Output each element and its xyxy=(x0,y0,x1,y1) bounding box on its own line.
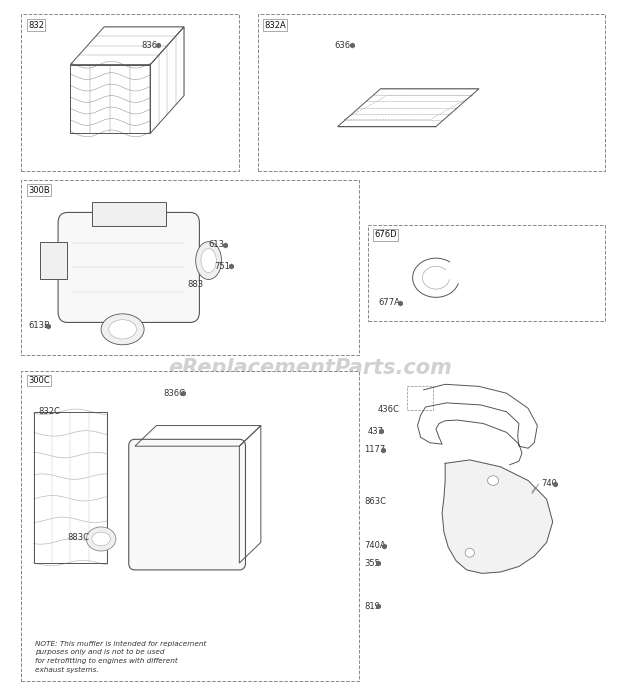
Text: 740: 740 xyxy=(541,480,557,489)
Bar xyxy=(258,15,605,171)
Ellipse shape xyxy=(196,242,221,279)
Ellipse shape xyxy=(101,314,144,345)
Polygon shape xyxy=(442,460,552,573)
Text: 437: 437 xyxy=(368,427,384,436)
Bar xyxy=(33,412,107,563)
Text: 677A: 677A xyxy=(379,298,401,307)
Text: 836: 836 xyxy=(141,41,157,50)
Bar xyxy=(21,371,359,681)
Text: 832: 832 xyxy=(28,21,44,30)
FancyBboxPatch shape xyxy=(129,439,246,570)
Text: eReplacementParts.com: eReplacementParts.com xyxy=(168,358,452,378)
Text: 883C: 883C xyxy=(68,533,89,542)
Bar xyxy=(40,242,68,279)
Text: 676D: 676D xyxy=(374,230,397,239)
Text: 832A: 832A xyxy=(264,21,286,30)
Text: 300B: 300B xyxy=(28,186,50,195)
Text: 836C: 836C xyxy=(164,389,186,398)
Text: 436C: 436C xyxy=(378,405,399,414)
Text: 355: 355 xyxy=(364,559,380,568)
Ellipse shape xyxy=(465,548,474,557)
FancyBboxPatch shape xyxy=(58,213,200,322)
Text: 740A: 740A xyxy=(364,541,386,550)
Text: 751: 751 xyxy=(215,261,231,270)
Text: 613: 613 xyxy=(208,240,224,249)
Text: 636: 636 xyxy=(335,41,351,50)
Bar xyxy=(368,225,605,321)
Ellipse shape xyxy=(92,532,110,546)
Text: 819: 819 xyxy=(364,602,380,611)
Text: 832C: 832C xyxy=(38,407,60,416)
Ellipse shape xyxy=(86,527,116,551)
Text: 300C: 300C xyxy=(28,376,50,385)
Text: 613B: 613B xyxy=(29,322,50,331)
Ellipse shape xyxy=(53,250,69,278)
Text: 863C: 863C xyxy=(364,497,386,506)
Bar xyxy=(21,180,359,356)
Bar xyxy=(21,15,239,171)
Ellipse shape xyxy=(201,249,216,272)
Text: 883: 883 xyxy=(187,280,203,289)
Ellipse shape xyxy=(108,319,136,339)
Bar xyxy=(92,202,166,226)
Text: NOTE: This muffler is intended for replacement
purposes only and is not to be us: NOTE: This muffler is intended for repla… xyxy=(35,641,206,673)
Ellipse shape xyxy=(487,475,498,485)
Text: 1177: 1177 xyxy=(364,445,385,454)
